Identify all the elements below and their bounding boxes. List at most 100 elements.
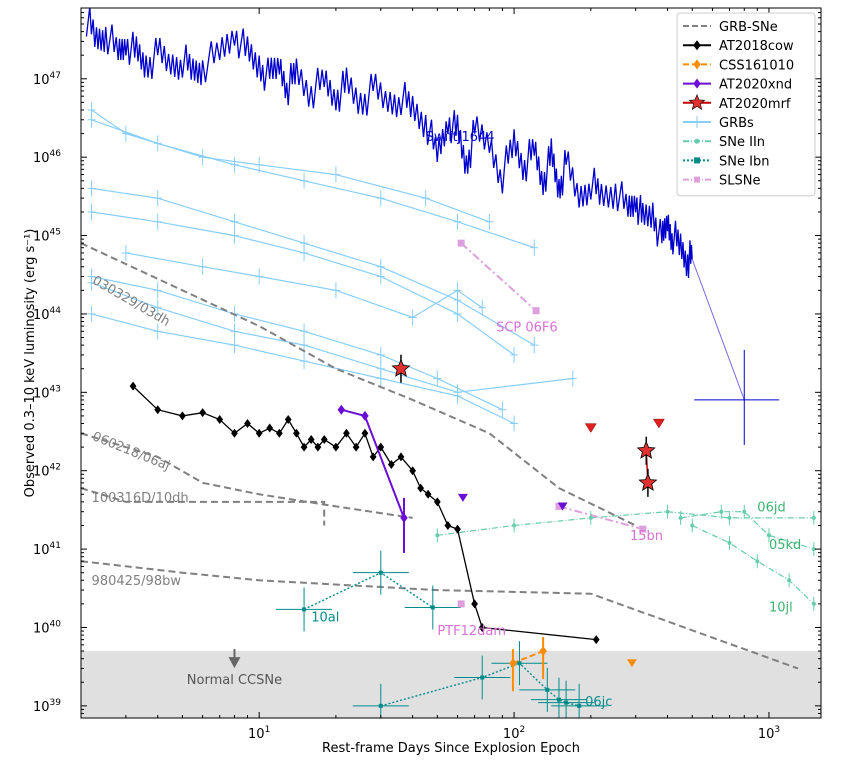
at2018cow-point [199,408,206,418]
y-tick-exponent: 47 [50,71,61,81]
swiftj1644-late-line [691,259,745,401]
at2018cow-point [352,442,360,452]
x-tick-exponent: 1 [265,725,271,735]
at2020xnd-point [361,410,369,421]
legend-label: AT2020mrf [719,97,791,112]
y-tick-exponent: 44 [50,306,62,316]
legend-marker [694,138,700,144]
at2018cow-point [314,442,322,452]
at2018cow-point [179,411,186,421]
at2018cow-point [387,460,395,470]
legend-label: AT2020xnd [719,78,792,93]
at2018cow-point [266,423,274,433]
legend-label: CSS161010 [719,58,794,73]
y-tick-exponent: 46 [50,149,62,159]
at2018cow-point [478,622,486,632]
slsn-point [555,502,563,510]
grb-curve-7 [125,252,483,319]
at2018cow-point [417,483,425,493]
y-tick-exponent: 40 [50,619,62,629]
at2020mrf-point [636,440,656,459]
at2018cow-point [397,452,405,462]
at2018cow-point [377,442,385,452]
at2018cow-point [369,452,377,462]
grb-sn-label: 100316D/10dh [92,491,189,506]
slsn-point [457,239,465,247]
at2020mrf-point [391,358,411,377]
at2018cow-point [471,599,478,609]
at2020mrf-upper-limit [584,423,597,433]
y-tick-exponent: 43 [50,384,61,394]
normal-ccsne-arrow-head [228,657,241,669]
at2018cow-point [433,497,441,507]
css161010-upper-limit [626,659,637,668]
x-tick-label: 101 [248,725,270,742]
legend-marker [694,176,700,183]
legend: GRB-SNe AT2018cow CSS161010 AT2020xnd AT2020… [676,12,816,197]
css161010-curve [512,650,544,665]
y-tick-exponent: 45 [50,228,61,238]
slsn-label: SCP 06F6 [496,320,558,335]
at2020mrf-point [638,472,658,491]
at2018cow-point [409,466,417,476]
swiftj1644-label: SwiftJ1644 [426,130,495,145]
at2018cow-point [129,381,137,391]
at2018cow-point [275,428,283,438]
at2018cow-point [293,428,300,438]
legend-box [676,12,816,197]
sn-iin-curve-0 [437,511,814,536]
plot-frame [80,7,822,719]
y-tick-exponent: 39 [50,698,62,708]
slsn-curve-0 [460,242,537,312]
y-tick-label: 1040 [33,619,61,636]
grb-sn-label: 980425/98bw [92,574,182,589]
grb-curve-1 [91,109,490,223]
grb-sn-label: 060218/06aj [90,429,172,474]
at2018cow-point [307,435,315,445]
y-tick-label: 1047 [33,71,61,88]
at2018cow-point [216,415,224,425]
legend-label: SNe Ibn [719,154,769,169]
swiftj1644-curve [85,8,693,279]
legend-label: SLSNe [719,174,760,189]
at2018cow-point [444,520,452,530]
at2018cow-point [454,524,461,534]
legend-marker [693,78,701,89]
y-tick-exponent: 42 [50,463,61,473]
sn-iin-label: 06jd [757,501,785,516]
legend-marker [694,157,700,164]
at2020xnd-upper-limit [557,502,568,511]
css161010-point [539,646,547,657]
at2018cow-point [332,442,340,452]
at2018cow-point [343,428,350,438]
slsn-label: 15bn [630,529,663,544]
at2018cow-point [244,419,251,429]
at2018cow-curve [132,385,597,641]
css161010-point [509,658,517,669]
at2018cow-point [231,428,238,438]
x-tick-exponent: 3 [774,725,780,735]
at2020xnd-point [337,404,346,415]
sn-ibn-curve-0 [303,571,434,611]
slsn-curve-1 [558,505,644,531]
at2018cow-point [300,442,308,452]
sn-iin-label: 05kd [769,538,801,553]
x-tick-label: 102 [503,725,525,742]
normal-ccsne-label: Normal CCSNe [187,673,282,688]
sn-ibn-label: 06jc [585,695,612,710]
sn-iin-curve-1 [680,511,815,550]
at2018cow-point [361,428,369,438]
legend-label: AT2018cow [719,39,794,54]
sn-ibn-label: 10al [311,610,339,625]
legend-label: GRBs [719,116,754,131]
at2018cow-point [255,428,263,438]
normal-ccsne-band [81,651,821,718]
legend-marker [693,40,701,51]
y-tick-exponent: 41 [50,541,61,551]
y-tick-label: 1041 [33,541,61,558]
legend-marker [688,94,706,110]
slsn-point [532,307,540,315]
at2018cow-point [320,435,328,445]
grb-sn-curve-0 [81,242,637,527]
